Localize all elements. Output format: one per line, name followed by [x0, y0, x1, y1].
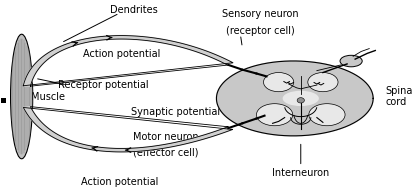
Text: Motor neuron: Motor neuron	[133, 132, 198, 142]
Text: Interneuron: Interneuron	[272, 168, 329, 178]
Bar	[1, 98, 5, 103]
Text: Receptor potential: Receptor potential	[58, 80, 149, 90]
Ellipse shape	[264, 73, 294, 92]
Text: Spina
cord: Spina cord	[385, 86, 413, 107]
Polygon shape	[23, 36, 233, 86]
Ellipse shape	[283, 91, 319, 106]
Polygon shape	[23, 107, 233, 152]
Ellipse shape	[256, 104, 293, 126]
Ellipse shape	[308, 73, 338, 92]
Text: Muscle: Muscle	[31, 91, 65, 102]
Text: Synaptic potential: Synaptic potential	[131, 107, 221, 117]
Text: (receptor cell): (receptor cell)	[226, 26, 295, 36]
Ellipse shape	[297, 98, 304, 103]
Ellipse shape	[340, 55, 362, 67]
Ellipse shape	[309, 104, 345, 126]
Text: Action potential: Action potential	[81, 177, 158, 187]
Text: Action potential: Action potential	[83, 49, 160, 59]
Text: Dendrites: Dendrites	[110, 5, 158, 15]
Polygon shape	[216, 61, 373, 136]
Text: (effector cell): (effector cell)	[133, 147, 198, 157]
Text: Sensory neuron: Sensory neuron	[222, 9, 299, 19]
Ellipse shape	[10, 34, 33, 159]
